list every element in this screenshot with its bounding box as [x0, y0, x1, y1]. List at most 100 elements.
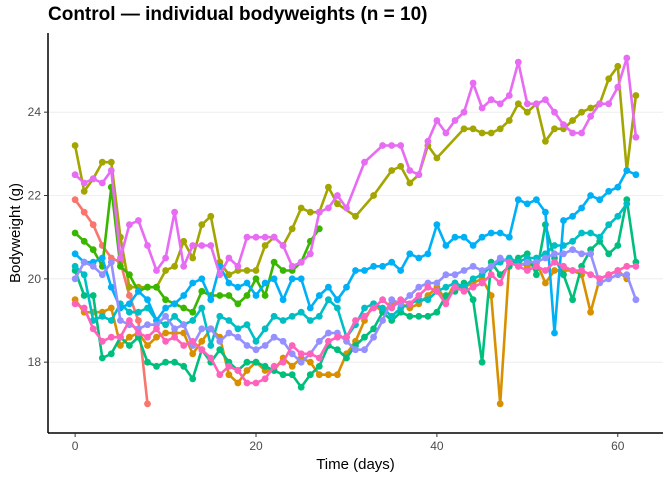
data-point: [478, 104, 486, 112]
data-point: [261, 242, 269, 249]
data-point: [252, 275, 260, 283]
data-point: [325, 337, 332, 345]
data-point: [135, 287, 142, 295]
data-point: [207, 296, 215, 304]
data-point: [406, 292, 414, 299]
data-point: [587, 250, 594, 258]
data-point: [80, 187, 88, 195]
data-point: [243, 358, 251, 366]
data-point: [162, 304, 170, 312]
data-point: [460, 233, 468, 241]
data-point: [180, 237, 188, 245]
data-point: [523, 200, 531, 208]
data-point: [334, 192, 341, 199]
data-point: [207, 242, 215, 249]
data-point: [451, 233, 459, 241]
data-point: [225, 279, 233, 287]
data-point: [424, 137, 432, 145]
data-point: [153, 362, 160, 370]
data-point: [234, 283, 242, 291]
data-point: [623, 167, 631, 174]
data-point: [334, 200, 341, 208]
data-point: [551, 258, 558, 266]
data-point: [98, 312, 106, 320]
series-line: [73, 56, 638, 277]
data-point: [496, 400, 504, 408]
data-point: [125, 342, 133, 349]
data-point: [325, 371, 332, 379]
data-point: [297, 308, 305, 316]
data-point: [632, 133, 640, 141]
y-tick-label: 20: [28, 272, 42, 286]
data-point: [533, 271, 540, 279]
data-point: [189, 308, 197, 316]
data-point: [533, 262, 540, 270]
data-point: [162, 337, 170, 345]
data-point: [361, 267, 368, 274]
data-point: [89, 325, 97, 333]
data-point: [144, 358, 151, 366]
data-point: [189, 279, 197, 287]
data-point: [80, 179, 88, 187]
data-point: [578, 250, 585, 258]
data-point: [270, 233, 278, 241]
data-point: [478, 129, 486, 137]
data-point: [252, 267, 260, 274]
data-point: [370, 304, 377, 312]
data-point: [180, 292, 188, 299]
data-point: [198, 337, 206, 345]
data-point: [442, 283, 450, 291]
data-point: [451, 271, 459, 279]
data-point: [71, 171, 79, 179]
series-8: [71, 246, 640, 366]
data-point: [270, 275, 278, 283]
data-point: [388, 142, 396, 149]
data-point: [71, 229, 79, 237]
data-point: [632, 92, 640, 99]
data-point: [107, 333, 115, 341]
data-point: [487, 262, 495, 270]
data-point: [587, 192, 594, 199]
data-point: [252, 379, 260, 387]
data-point: [334, 371, 341, 379]
data-point: [288, 350, 296, 358]
data-point: [325, 283, 332, 291]
data-point: [397, 162, 405, 170]
data-point: [551, 250, 558, 258]
data-point: [569, 267, 576, 274]
series-line: [73, 198, 149, 406]
data-point: [153, 333, 160, 341]
series-group: [71, 54, 640, 408]
data-point: [270, 333, 278, 341]
data-point: [460, 125, 468, 133]
data-point: [388, 296, 396, 304]
data-point: [225, 329, 233, 337]
data-point: [370, 192, 377, 199]
data-point: [569, 117, 576, 124]
data-point: [252, 337, 260, 345]
data-point: [614, 212, 622, 220]
data-point: [551, 267, 558, 274]
series-10: [71, 258, 640, 387]
data-point: [162, 312, 170, 320]
data-point: [216, 371, 224, 379]
data-point: [243, 267, 251, 274]
data-point: [415, 283, 423, 291]
data-point: [379, 262, 386, 270]
data-point: [514, 58, 522, 66]
data-point: [162, 267, 170, 274]
data-point: [623, 200, 631, 208]
data-point: [505, 233, 513, 241]
data-point: [406, 167, 414, 174]
data-point: [306, 208, 314, 216]
data-point: [279, 267, 287, 274]
data-point: [125, 283, 133, 291]
data-point: [478, 358, 486, 366]
data-point: [388, 304, 396, 312]
series-5: [71, 196, 640, 391]
data-point: [225, 317, 233, 324]
data-point: [605, 221, 613, 229]
data-point: [252, 358, 260, 366]
data-point: [442, 300, 450, 308]
data-point: [424, 283, 432, 291]
